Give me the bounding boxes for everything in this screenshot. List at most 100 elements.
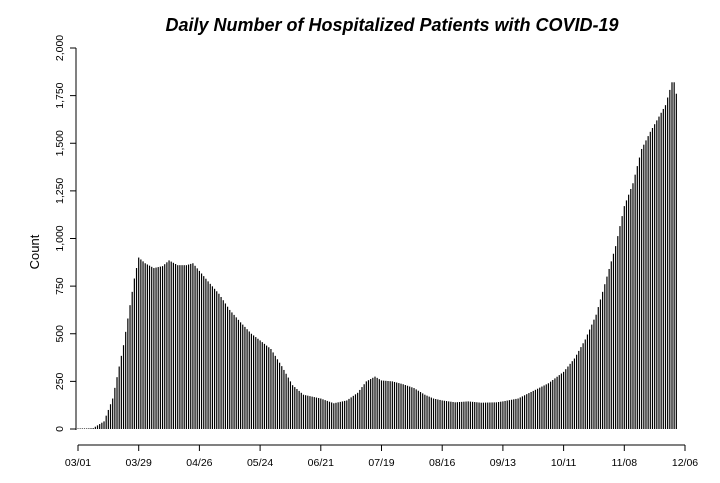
bar	[281, 366, 283, 429]
bar	[255, 337, 257, 429]
bar	[205, 278, 207, 429]
y-tick-label: 250	[54, 372, 66, 390]
bar	[261, 342, 263, 429]
bar	[307, 395, 309, 429]
bar	[235, 317, 237, 429]
y-axis-ticks: 0 250 500 750 1,000 1,250 1,500 1,750 2,000	[54, 35, 76, 432]
bar	[628, 194, 630, 429]
bar	[357, 392, 359, 429]
bar	[474, 402, 476, 429]
bar	[615, 246, 617, 429]
x-tick-label: 08/16	[429, 457, 455, 469]
bar	[224, 303, 227, 429]
bar	[81, 428, 83, 429]
bar	[519, 397, 521, 429]
y-tick-label: 1,750	[54, 82, 66, 108]
bar	[209, 283, 211, 429]
bar	[112, 398, 114, 429]
bar	[539, 387, 541, 429]
bar	[233, 314, 235, 429]
bar	[161, 266, 164, 429]
bar	[664, 105, 667, 430]
bar	[170, 261, 172, 429]
bar	[456, 402, 458, 429]
bar	[120, 355, 122, 429]
bar	[543, 385, 545, 429]
bar	[185, 265, 187, 429]
bar	[398, 383, 400, 429]
bar	[250, 333, 253, 429]
bar	[114, 387, 116, 429]
bar	[200, 273, 203, 429]
bar	[673, 82, 675, 429]
bar	[599, 299, 602, 429]
bar	[294, 387, 296, 429]
bar	[547, 383, 550, 429]
bar	[118, 366, 120, 429]
bar	[430, 397, 432, 429]
bar	[268, 347, 270, 429]
x-tick-label: 06/21	[308, 457, 334, 469]
bar	[292, 385, 294, 429]
bar	[144, 263, 146, 429]
bar	[135, 268, 138, 429]
bar	[354, 394, 357, 429]
bar	[445, 401, 448, 429]
bar	[541, 386, 543, 429]
bar	[244, 326, 246, 429]
bar	[452, 402, 454, 429]
bar	[341, 401, 344, 429]
bar	[324, 400, 326, 429]
bar	[523, 395, 526, 429]
bar	[656, 120, 658, 429]
bar	[658, 116, 660, 429]
bar	[608, 268, 610, 429]
bar	[424, 394, 426, 429]
bar	[671, 82, 673, 429]
bar	[536, 388, 539, 429]
bar	[461, 401, 463, 429]
y-axis-label: Count	[27, 234, 42, 269]
bar	[99, 424, 101, 429]
bar	[632, 183, 634, 429]
bar	[630, 188, 632, 429]
bar	[270, 348, 272, 429]
bar	[352, 395, 354, 429]
bar	[641, 148, 643, 429]
bar	[482, 402, 484, 429]
bar	[315, 397, 318, 429]
bar	[667, 97, 669, 429]
bar	[463, 401, 465, 429]
bar	[331, 402, 333, 429]
bar	[645, 140, 647, 429]
bar	[79, 428, 81, 429]
bar	[567, 366, 569, 429]
bar	[283, 369, 285, 429]
bar	[495, 402, 497, 429]
bar	[203, 276, 205, 429]
bar	[302, 394, 305, 429]
bar	[584, 339, 586, 429]
bar	[335, 402, 337, 429]
bar	[508, 400, 510, 429]
bar	[257, 338, 259, 429]
bar	[109, 404, 112, 429]
x-tick-label: 07/19	[368, 457, 394, 469]
bar	[376, 377, 378, 429]
bar	[333, 403, 335, 429]
bar	[513, 399, 515, 429]
bar	[393, 381, 396, 429]
bar	[151, 266, 153, 429]
bar	[192, 263, 194, 429]
bar	[274, 355, 276, 429]
bar	[426, 395, 428, 429]
bar	[502, 401, 504, 429]
bar	[116, 377, 118, 429]
bar	[471, 401, 474, 429]
bar	[279, 362, 281, 429]
bar	[183, 265, 185, 429]
bar	[391, 381, 393, 429]
bar	[582, 343, 584, 429]
bar	[285, 373, 287, 429]
bar	[122, 345, 125, 429]
